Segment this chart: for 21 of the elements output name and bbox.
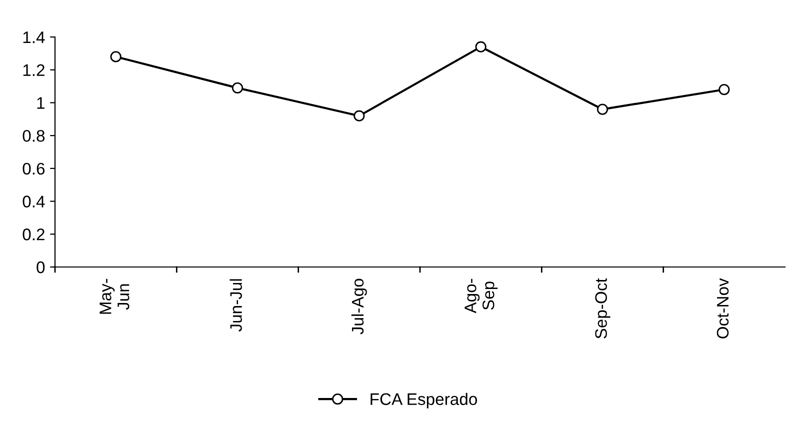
point — [354, 110, 365, 122]
y-tick-label: 1.4 — [23, 32, 45, 44]
point — [718, 84, 730, 96]
legend-label: FCA Esperado — [370, 392, 477, 408]
point — [596, 104, 608, 115]
y-tick-label: 0 — [36, 261, 45, 274]
y-tick-label: 0.6 — [22, 162, 45, 175]
x-tick-label: May- Jun — [100, 278, 130, 314]
x-tick-label: Oct-Nov — [716, 278, 729, 338]
y-tick-label: 0.8 — [22, 130, 45, 142]
x-tick-label: Sep-Oct — [595, 278, 610, 338]
point — [475, 41, 486, 52]
x-tick-label: Jun-Jul — [230, 279, 242, 332]
y-tick-label: 1 — [37, 97, 44, 109]
y-tick-label: 0.2 — [22, 228, 44, 240]
point — [232, 82, 244, 94]
y-tick-label: 0.4 — [22, 196, 45, 208]
y-tick-label: 1.2 — [23, 64, 44, 76]
point — [110, 51, 122, 62]
x-tick-label: Ago- Sep — [464, 278, 498, 314]
x-tick-label: Jul-Ago — [351, 278, 367, 334]
